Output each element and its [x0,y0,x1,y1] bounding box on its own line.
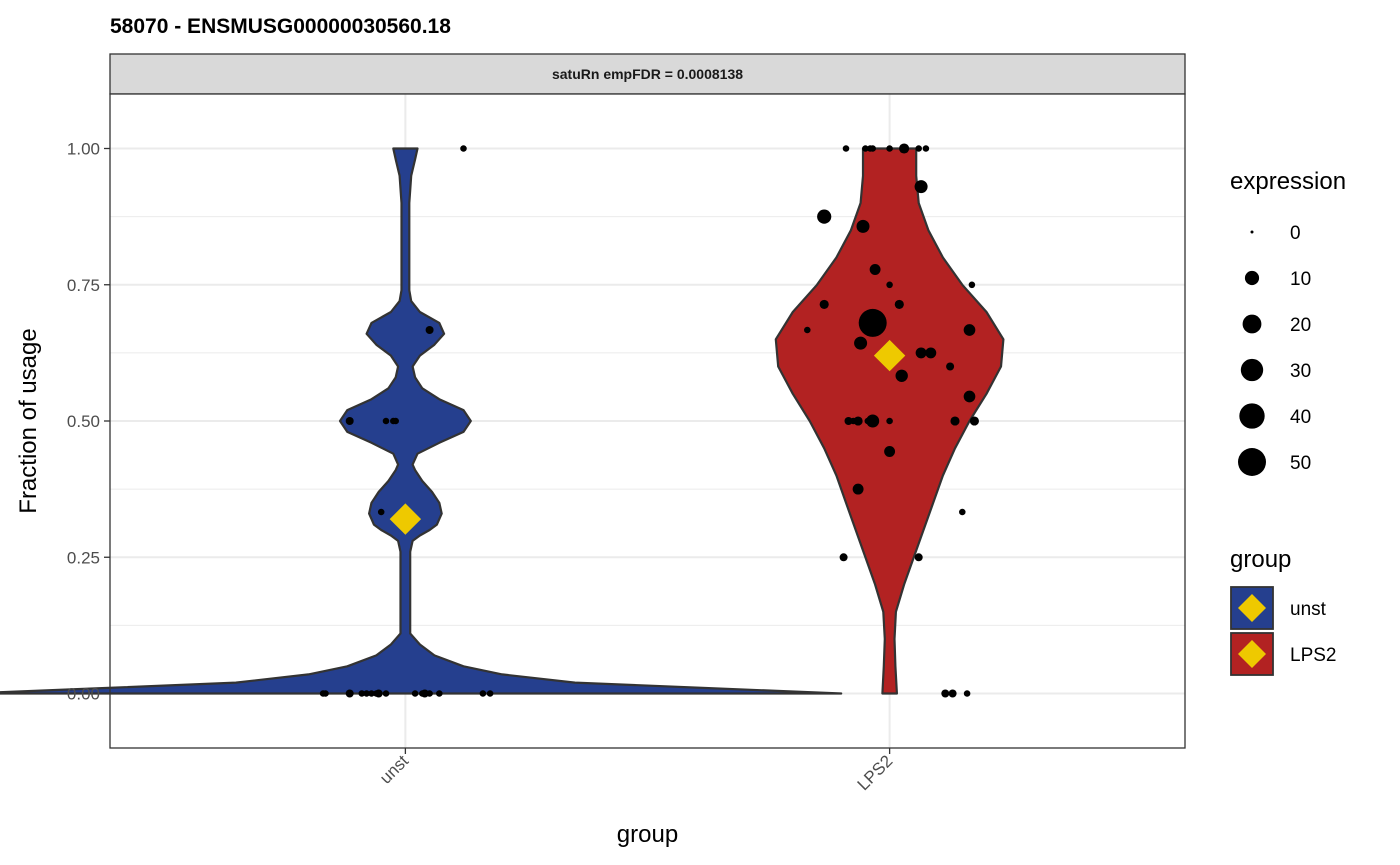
y-tick-label: 0.00 [67,685,100,704]
point-LPS2 [856,219,870,233]
point-unst [426,690,433,697]
point-LPS2 [884,446,896,457]
point-unst [479,690,487,697]
legend-size-label: 30 [1290,361,1311,382]
chart-title: 58070 - ENSMUSG00000030560.18 [110,15,451,38]
y-tick-label: 0.75 [67,276,100,295]
point-LPS2 [858,308,887,337]
point-unst [377,508,385,516]
point-unst [368,690,375,697]
legend-group: group unst LPS2 [1230,546,1336,676]
point-LPS2 [915,145,922,152]
grid-minor [110,216,1185,626]
legend-size-key [1238,448,1266,476]
point-LPS2 [869,145,876,152]
point-LPS2 [963,690,971,697]
legend-size-key [1240,358,1264,382]
point-LPS2 [914,553,923,562]
legend-size-label: 10 [1290,269,1311,290]
point-LPS2 [922,145,930,152]
legend-size-key [1239,403,1265,429]
legend-size-label: 40 [1290,407,1311,428]
point-LPS2 [886,281,893,289]
legend-key-diamond [1238,594,1266,622]
legend-size-label: 0 [1290,223,1301,244]
point-LPS2 [946,362,955,371]
x-tick-label: LPS2 [854,751,897,794]
point-LPS2 [950,416,960,426]
point-LPS2 [963,390,976,403]
legend-group-label: LPS2 [1290,645,1336,666]
point-LPS2 [968,281,976,289]
point-LPS2 [894,299,904,309]
legend-size-label: 20 [1290,315,1311,336]
point-LPS2 [844,417,853,425]
point-LPS2 [925,347,937,359]
point-LPS2 [915,347,927,359]
x-tick-label: unst [376,751,412,787]
point-LPS2 [886,417,893,425]
legend-key-diamond [1238,640,1266,668]
point-LPS2 [941,689,950,698]
point-LPS2 [895,369,908,382]
point-LPS2 [862,145,869,152]
point-LPS2 [839,553,848,562]
point-LPS2 [959,508,966,516]
legend-group-label: unst [1290,599,1327,620]
point-LPS2 [869,264,881,275]
x-axis-title: group [617,821,678,848]
point-LPS2 [948,689,957,698]
point-unst [425,326,434,334]
point-unst [460,145,467,152]
point-unst [486,690,494,697]
point-LPS2 [886,145,893,152]
legend-expression: expression 0 10 20 30 40 50 [1230,168,1346,476]
y-axis: 0.00 0.25 0.50 0.75 1.00 [67,140,110,704]
y-tick-label: 0.25 [67,548,100,567]
point-unst [436,690,443,697]
point-LPS2 [842,145,850,152]
mean-marker-LPS2 [873,339,906,372]
point-LPS2 [899,143,910,154]
facet-strip [109,53,1186,95]
point-unst [374,689,383,698]
points [319,143,979,698]
point-LPS2 [819,299,829,309]
legend-size-label: 50 [1290,453,1311,474]
point-unst [382,690,390,697]
mean-marker-unst [389,503,422,535]
facet-label: satuRn empFDR = 0.0008138 [552,66,743,82]
point-LPS2 [853,416,863,426]
legend-size-key [1250,230,1254,234]
point-LPS2 [854,336,868,350]
x-axis: unst LPS2 [376,748,896,794]
point-LPS2 [969,416,979,426]
y-axis-title: Fraction of usage [15,328,42,513]
point-LPS2 [804,326,811,334]
legend-title-expression: expression [1230,168,1346,195]
legend-size-key [1244,270,1260,286]
point-LPS2 [914,180,928,194]
violin-unst [0,147,843,695]
y-tick-label: 0.50 [67,412,100,431]
point-unst [358,690,366,697]
point-unst [345,417,354,425]
point-LPS2 [817,209,832,224]
mean-markers [389,339,906,535]
point-unst [382,417,390,425]
legend-size-key [1242,314,1262,334]
point-unst [363,690,370,697]
point-LPS2 [963,324,976,336]
point-unst [392,417,399,425]
point-unst [322,690,329,697]
y-tick-label: 1.00 [67,140,100,159]
point-LPS2 [852,483,864,495]
legend-title-group: group [1230,546,1291,573]
point-unst [411,690,419,697]
point-unst [420,689,429,698]
point-LPS2 [866,414,880,428]
point-unst [345,689,354,698]
